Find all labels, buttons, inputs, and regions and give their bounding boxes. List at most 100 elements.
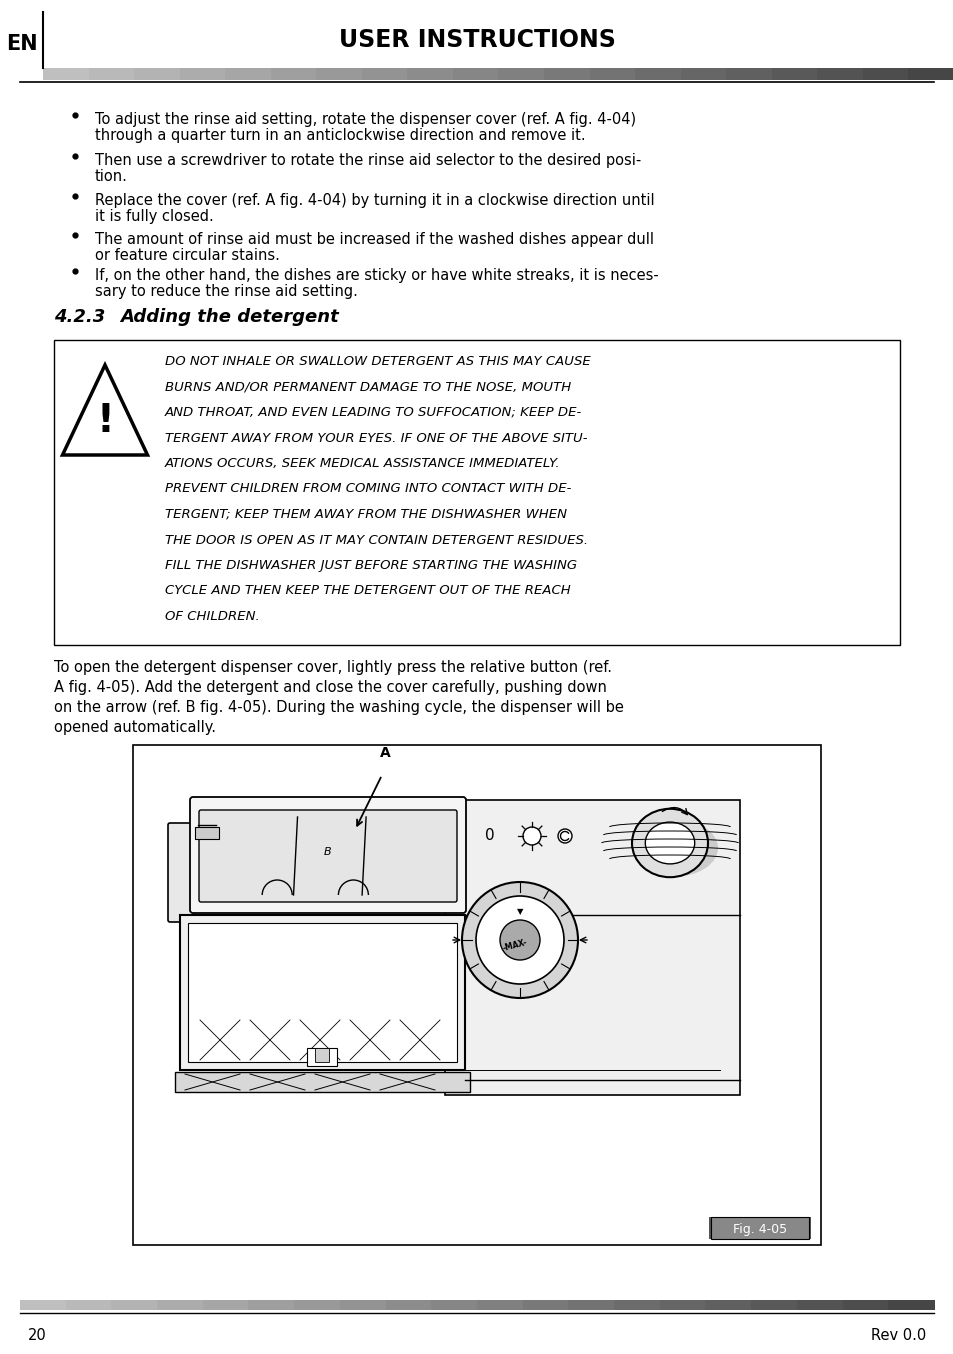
Bar bbox=[543, 68, 590, 80]
Bar bbox=[385, 1300, 432, 1311]
Text: CYCLE AND THEN KEEP THE DETERGENT OUT OF THE REACH: CYCLE AND THEN KEEP THE DETERGENT OUT OF… bbox=[165, 585, 570, 597]
Bar bbox=[294, 1300, 340, 1311]
Bar bbox=[817, 68, 863, 80]
Bar bbox=[407, 68, 454, 80]
Text: !: ! bbox=[96, 402, 113, 440]
Bar bbox=[157, 1300, 204, 1311]
Bar bbox=[174, 1072, 470, 1091]
Bar bbox=[339, 1300, 386, 1311]
Bar bbox=[307, 1048, 336, 1066]
FancyBboxPatch shape bbox=[190, 798, 465, 913]
Circle shape bbox=[499, 919, 539, 960]
Bar bbox=[444, 800, 740, 1095]
Bar bbox=[659, 1300, 706, 1311]
Bar bbox=[522, 1300, 569, 1311]
Ellipse shape bbox=[631, 819, 718, 876]
Bar bbox=[179, 68, 226, 80]
Text: A: A bbox=[379, 746, 390, 760]
Bar bbox=[710, 1217, 808, 1239]
Text: DO NOT INHALE OR SWALLOW DETERGENT AS THIS MAY CAUSE: DO NOT INHALE OR SWALLOW DETERGENT AS TH… bbox=[165, 355, 590, 368]
Text: USER INSTRUCTIONS: USER INSTRUCTIONS bbox=[338, 28, 615, 51]
Text: -MAX-: -MAX- bbox=[501, 937, 528, 953]
Text: If, on the other hand, the dishes are sticky or have white streaks, it is neces-: If, on the other hand, the dishes are st… bbox=[95, 268, 659, 283]
Text: TERGENT; KEEP THEM AWAY FROM THE DISHWASHER WHEN: TERGENT; KEEP THEM AWAY FROM THE DISHWAS… bbox=[165, 508, 566, 521]
Bar bbox=[476, 1300, 523, 1311]
Text: A fig. 4-05). Add the detergent and close the cover carefully, pushing down: A fig. 4-05). Add the detergent and clos… bbox=[54, 680, 606, 695]
Text: OF CHILDREN.: OF CHILDREN. bbox=[165, 611, 259, 623]
Text: B: B bbox=[324, 846, 332, 857]
Bar bbox=[54, 340, 899, 645]
Bar bbox=[180, 915, 464, 1070]
Text: through a quarter turn in an anticlockwise direction and remove it.: through a quarter turn in an anticlockwi… bbox=[95, 129, 585, 144]
Bar bbox=[132, 745, 821, 1244]
FancyBboxPatch shape bbox=[199, 810, 456, 902]
Bar bbox=[771, 68, 818, 80]
Bar bbox=[361, 68, 408, 80]
Bar bbox=[271, 68, 317, 80]
Circle shape bbox=[522, 827, 540, 845]
Text: Fig. 4-05: Fig. 4-05 bbox=[732, 1224, 786, 1236]
Circle shape bbox=[558, 829, 572, 844]
Circle shape bbox=[476, 896, 563, 984]
Text: The amount of rinse aid must be increased if the washed dishes appear dull: The amount of rinse aid must be increase… bbox=[95, 232, 654, 246]
Bar bbox=[316, 68, 362, 80]
Bar bbox=[750, 1300, 797, 1311]
Bar bbox=[20, 1300, 67, 1311]
Circle shape bbox=[461, 881, 578, 998]
Text: Replace the cover (ref. A fig. 4-04) by turning it in a clockwise direction unti: Replace the cover (ref. A fig. 4-04) by … bbox=[95, 194, 654, 209]
Ellipse shape bbox=[644, 822, 694, 864]
Bar bbox=[431, 1300, 477, 1311]
Bar bbox=[89, 68, 135, 80]
Text: THE DOOR IS OPEN AS IT MAY CONTAIN DETERGENT RESIDUES.: THE DOOR IS OPEN AS IT MAY CONTAIN DETER… bbox=[165, 533, 587, 547]
Bar bbox=[194, 827, 219, 839]
Text: 4.2.3: 4.2.3 bbox=[54, 307, 105, 326]
Bar bbox=[568, 1300, 615, 1311]
Bar bbox=[862, 68, 908, 80]
FancyBboxPatch shape bbox=[168, 823, 193, 922]
Bar bbox=[112, 1300, 158, 1311]
Text: it is fully closed.: it is fully closed. bbox=[95, 209, 213, 223]
Bar bbox=[887, 1300, 934, 1311]
Bar bbox=[134, 68, 180, 80]
Bar bbox=[725, 68, 772, 80]
Text: AND THROAT, AND EVEN LEADING TO SUFFOCATION; KEEP DE-: AND THROAT, AND EVEN LEADING TO SUFFOCAT… bbox=[165, 406, 581, 418]
Bar bbox=[614, 1300, 660, 1311]
Text: ▼: ▼ bbox=[517, 907, 522, 917]
Text: TERGENT AWAY FROM YOUR EYES. IF ONE OF THE ABOVE SITU-: TERGENT AWAY FROM YOUR EYES. IF ONE OF T… bbox=[165, 432, 587, 444]
Text: tion.: tion. bbox=[95, 169, 128, 184]
Text: or feature circular stains.: or feature circular stains. bbox=[95, 248, 279, 263]
Bar bbox=[841, 1300, 888, 1311]
Bar bbox=[453, 68, 499, 80]
Text: opened automatically.: opened automatically. bbox=[54, 720, 215, 735]
Bar bbox=[635, 68, 681, 80]
Bar bbox=[314, 1048, 329, 1062]
Bar bbox=[188, 923, 456, 1062]
Text: EN: EN bbox=[6, 34, 38, 54]
Bar bbox=[680, 68, 726, 80]
Text: BURNS AND/OR PERMANENT DAMAGE TO THE NOSE, MOUTH: BURNS AND/OR PERMANENT DAMAGE TO THE NOS… bbox=[165, 380, 571, 394]
Bar bbox=[498, 68, 544, 80]
Text: To open the detergent dispenser cover, lightly press the relative button (ref.: To open the detergent dispenser cover, l… bbox=[54, 659, 612, 676]
Text: Then use a screwdriver to rotate the rinse aid selector to the desired posi-: Then use a screwdriver to rotate the rin… bbox=[95, 153, 640, 168]
Bar bbox=[796, 1300, 842, 1311]
Text: 20: 20 bbox=[28, 1327, 47, 1343]
Text: Rev 0.0: Rev 0.0 bbox=[870, 1327, 925, 1343]
Polygon shape bbox=[63, 366, 148, 455]
Text: PREVENT CHILDREN FROM COMING INTO CONTACT WITH DE-: PREVENT CHILDREN FROM COMING INTO CONTAC… bbox=[165, 482, 571, 496]
Ellipse shape bbox=[631, 808, 707, 877]
Text: To adjust the rinse aid setting, rotate the dispenser cover (ref. A fig. 4-04): To adjust the rinse aid setting, rotate … bbox=[95, 112, 636, 127]
Text: FILL THE DISHWASHER JUST BEFORE STARTING THE WASHING: FILL THE DISHWASHER JUST BEFORE STARTING… bbox=[165, 559, 577, 571]
Text: Adding the detergent: Adding the detergent bbox=[120, 307, 338, 326]
Bar bbox=[589, 68, 636, 80]
Bar bbox=[203, 1300, 250, 1311]
Text: ATIONS OCCURS, SEEK MEDICAL ASSISTANCE IMMEDIATELY.: ATIONS OCCURS, SEEK MEDICAL ASSISTANCE I… bbox=[165, 458, 560, 470]
Bar bbox=[907, 68, 953, 80]
Bar bbox=[225, 68, 272, 80]
Bar bbox=[708, 1217, 810, 1239]
Bar bbox=[43, 68, 90, 80]
Bar bbox=[705, 1300, 751, 1311]
Text: 0: 0 bbox=[485, 829, 495, 844]
Bar bbox=[248, 1300, 294, 1311]
Text: on the arrow (ref. B fig. 4-05). During the washing cycle, the dispenser will be: on the arrow (ref. B fig. 4-05). During … bbox=[54, 700, 623, 715]
Text: sary to reduce the rinse aid setting.: sary to reduce the rinse aid setting. bbox=[95, 284, 357, 299]
